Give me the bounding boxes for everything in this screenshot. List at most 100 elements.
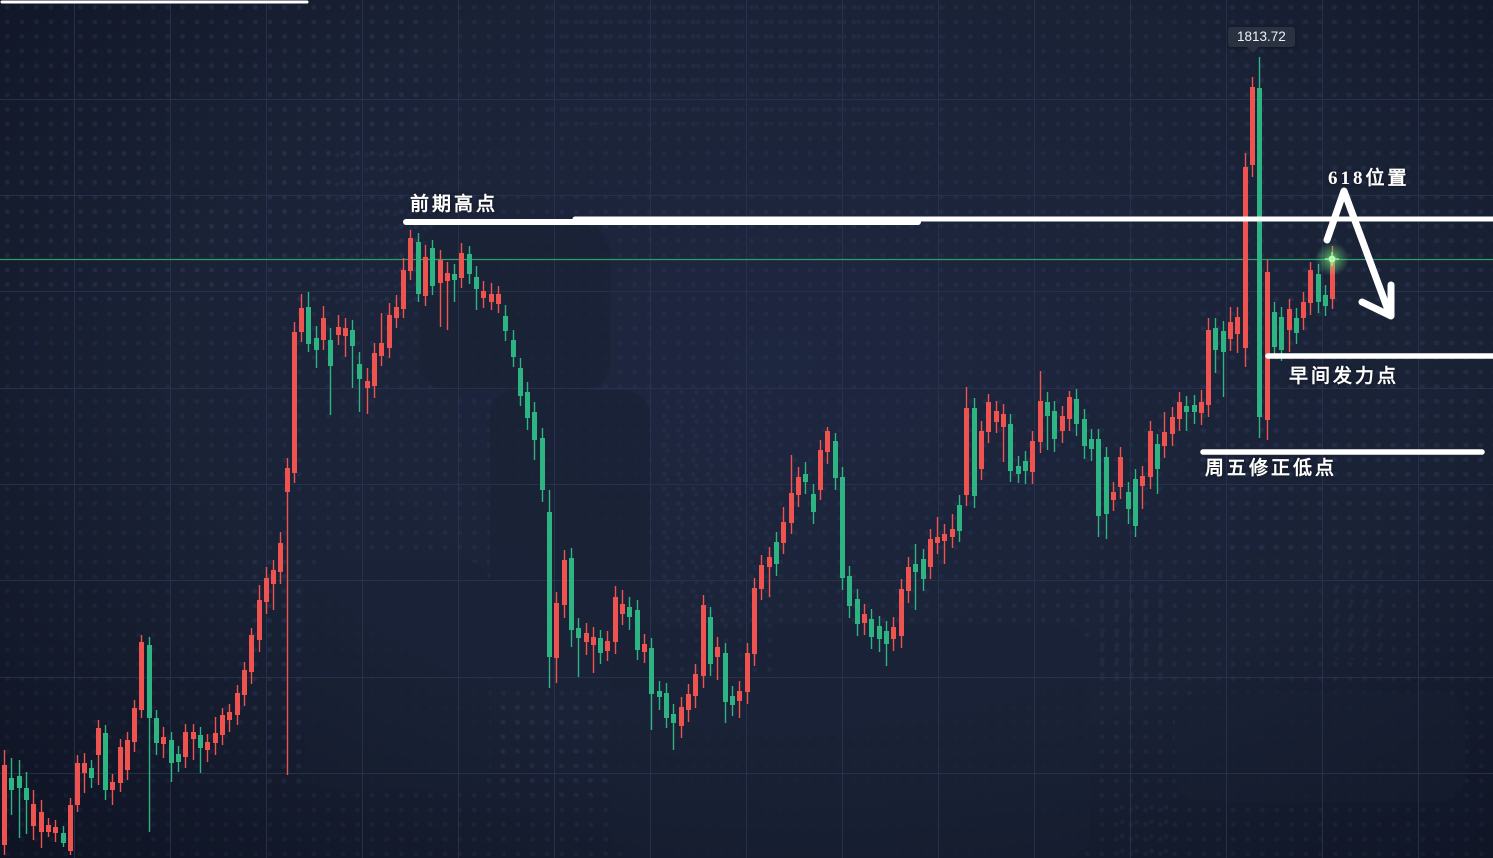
candle-body bbox=[1265, 272, 1270, 420]
candle-body bbox=[1074, 399, 1079, 424]
candle-body bbox=[39, 812, 44, 832]
candle-body bbox=[950, 529, 955, 537]
candle-body bbox=[759, 565, 764, 589]
candle-body bbox=[1279, 317, 1284, 350]
candle-body bbox=[994, 411, 999, 422]
candle-body bbox=[803, 474, 808, 482]
candle-body bbox=[913, 564, 918, 572]
candle-body bbox=[75, 763, 80, 805]
candle-body bbox=[547, 512, 552, 657]
candle-body bbox=[110, 782, 115, 790]
candle-body bbox=[249, 635, 254, 672]
candle-body bbox=[1052, 411, 1057, 439]
candle-body bbox=[877, 626, 882, 639]
candle-body bbox=[737, 691, 742, 701]
candle-body bbox=[635, 610, 640, 650]
candle-body bbox=[869, 619, 874, 637]
candle-body bbox=[205, 742, 210, 750]
candle-body bbox=[285, 468, 290, 492]
candle-body bbox=[818, 450, 823, 490]
candle-body bbox=[46, 825, 51, 832]
candle-body bbox=[176, 754, 181, 762]
candle-body bbox=[278, 543, 283, 572]
candle-body bbox=[613, 597, 618, 642]
candle-body bbox=[1221, 331, 1226, 352]
candle-body bbox=[1330, 260, 1335, 299]
candle-body bbox=[9, 778, 14, 790]
candle-body bbox=[183, 732, 188, 757]
candle-body bbox=[118, 747, 123, 783]
candle-body bbox=[664, 693, 669, 718]
candle-body bbox=[855, 599, 860, 624]
candle-body bbox=[438, 260, 443, 283]
label-morning-push: 早间发力点 bbox=[1289, 366, 1400, 387]
candle-body bbox=[503, 316, 508, 331]
candle-body bbox=[17, 776, 22, 788]
candle-body bbox=[1257, 88, 1262, 417]
candle-body bbox=[1016, 466, 1021, 474]
candle-body bbox=[657, 691, 662, 697]
candle-body bbox=[489, 294, 494, 302]
candle-body bbox=[1030, 441, 1035, 472]
candle-body bbox=[132, 708, 137, 742]
candle-body bbox=[423, 257, 428, 296]
price-tooltip: 1813.72 bbox=[1228, 27, 1295, 53]
candle-body bbox=[847, 576, 852, 606]
candle-body bbox=[891, 627, 896, 639]
candle-body bbox=[89, 768, 94, 778]
candle-body bbox=[957, 505, 962, 531]
candle-body bbox=[620, 604, 625, 614]
candle-body bbox=[1008, 424, 1013, 471]
candle-body bbox=[730, 696, 735, 705]
candle-body bbox=[357, 364, 362, 379]
candle-body bbox=[1133, 479, 1138, 526]
candle-body bbox=[103, 733, 108, 790]
candle-body bbox=[1155, 444, 1160, 469]
candle-body bbox=[679, 707, 684, 726]
candle-body bbox=[1089, 439, 1094, 449]
candle-body bbox=[972, 408, 977, 496]
candle-body bbox=[147, 645, 152, 718]
candle-body bbox=[540, 438, 545, 490]
candle-body bbox=[1206, 330, 1211, 405]
candle-body bbox=[862, 614, 867, 623]
candle-body bbox=[198, 735, 203, 748]
candle-body bbox=[191, 732, 196, 739]
candle-body bbox=[1096, 439, 1101, 516]
candle-body bbox=[1184, 406, 1189, 412]
candle-body bbox=[569, 558, 574, 630]
candle-body bbox=[264, 578, 269, 602]
candle-body bbox=[525, 392, 530, 418]
candle-body bbox=[562, 560, 567, 605]
candle-body bbox=[1140, 476, 1145, 486]
candle-body bbox=[1287, 309, 1292, 330]
candle-body bbox=[1228, 322, 1233, 339]
candle-body bbox=[343, 328, 348, 336]
candle-body bbox=[935, 537, 940, 543]
candle-body bbox=[928, 539, 933, 567]
candle-body bbox=[1170, 417, 1175, 434]
candle-body bbox=[649, 648, 654, 694]
candle-body bbox=[767, 557, 772, 567]
candle-body bbox=[511, 340, 516, 357]
candle-body bbox=[365, 381, 370, 388]
candle-body bbox=[532, 412, 537, 440]
candle-body bbox=[350, 330, 355, 346]
candle-body bbox=[68, 805, 73, 851]
candle-body bbox=[693, 674, 698, 696]
candle-body bbox=[213, 733, 218, 743]
candle-body bbox=[306, 307, 311, 344]
candle-body bbox=[627, 607, 632, 617]
candle-body bbox=[445, 273, 450, 281]
candle-body bbox=[96, 728, 101, 755]
candle-body bbox=[394, 307, 399, 318]
candle-body bbox=[467, 254, 472, 274]
candle-body bbox=[884, 631, 889, 644]
candle-body bbox=[328, 340, 333, 366]
candle-body bbox=[416, 242, 421, 294]
candle-body bbox=[61, 833, 66, 843]
candle-body bbox=[554, 603, 559, 658]
